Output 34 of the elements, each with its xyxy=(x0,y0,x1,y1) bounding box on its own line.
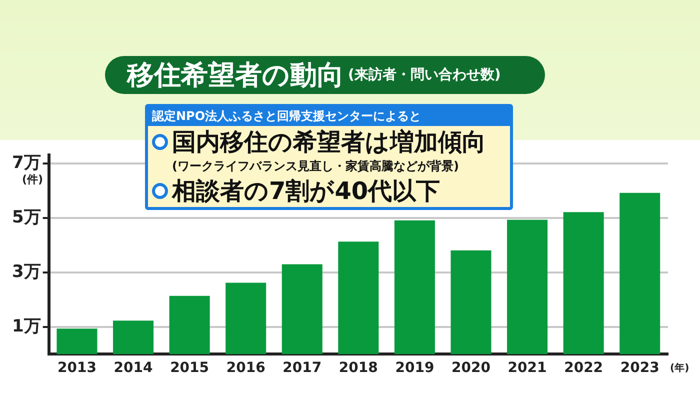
chart-title: 移住希望者の動向 xyxy=(127,59,344,93)
annotation: 相談者の7割が40代以下 xyxy=(172,176,440,207)
chart-subtitle: (来訪者・問い合わせ数) xyxy=(348,66,501,84)
y-tick-label: 7万 xyxy=(12,152,41,173)
bar xyxy=(226,282,266,354)
bar xyxy=(450,250,492,354)
annotation: 国内移住の希望者は増加傾向 xyxy=(172,127,486,158)
x-tick-label: 2015 xyxy=(170,360,210,376)
x-tick-label: 2017 xyxy=(282,360,322,376)
x-tick-label: 2023 xyxy=(620,360,660,376)
y-tick-label: 5万 xyxy=(12,207,41,228)
x-tick-label: 2020 xyxy=(452,360,491,376)
x-tick-label: 2019 xyxy=(395,360,434,376)
annotation: (ワークライフバランス見直し・家賃高騰などが背景) xyxy=(172,158,459,175)
bar xyxy=(169,296,210,354)
bar xyxy=(620,192,660,354)
bar xyxy=(113,320,154,354)
bar xyxy=(507,220,548,354)
x-tick-label: 2014 xyxy=(114,360,153,376)
bar xyxy=(338,242,379,354)
x-tick-label: 2016 xyxy=(226,360,266,376)
y-tick-label: 1万 xyxy=(12,316,41,336)
bar xyxy=(394,220,435,354)
bar xyxy=(282,264,322,354)
bar xyxy=(563,212,604,354)
y-axis-title: (件) xyxy=(22,172,44,187)
x-tick-label: 2022 xyxy=(564,360,604,376)
y-tick-label: 3万 xyxy=(12,262,41,282)
bar xyxy=(56,328,98,354)
x-axis-title: (年) xyxy=(670,362,690,375)
x-tick-label: 2021 xyxy=(508,360,547,376)
x-tick-label: 2018 xyxy=(338,360,378,376)
text: 認定NPO法人ふるさと回帰支援センターによると xyxy=(148,107,510,126)
x-tick-label: 2013 xyxy=(57,360,96,376)
